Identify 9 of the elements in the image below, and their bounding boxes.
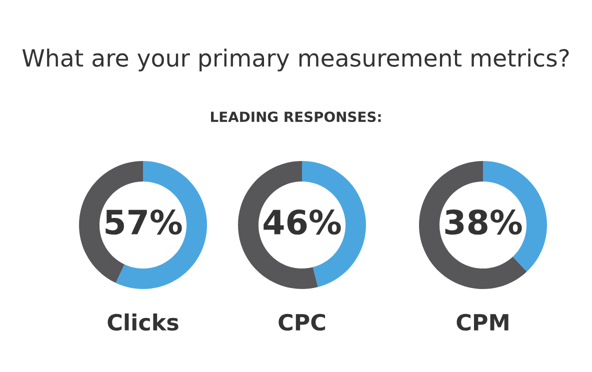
chart-title: What are your primary measurement metrics? [22, 48, 569, 72]
chart-subtitle: LEADING RESPONSES: [211, 112, 381, 122]
text: CPM [456, 314, 508, 331]
data-label: 57% [106, 209, 182, 235]
data-label: 46% [264, 209, 341, 235]
text: CPC [278, 314, 326, 331]
data-label: 38% [445, 209, 522, 235]
text: Clicks [108, 313, 178, 331]
donut-slice [419, 161, 527, 289]
